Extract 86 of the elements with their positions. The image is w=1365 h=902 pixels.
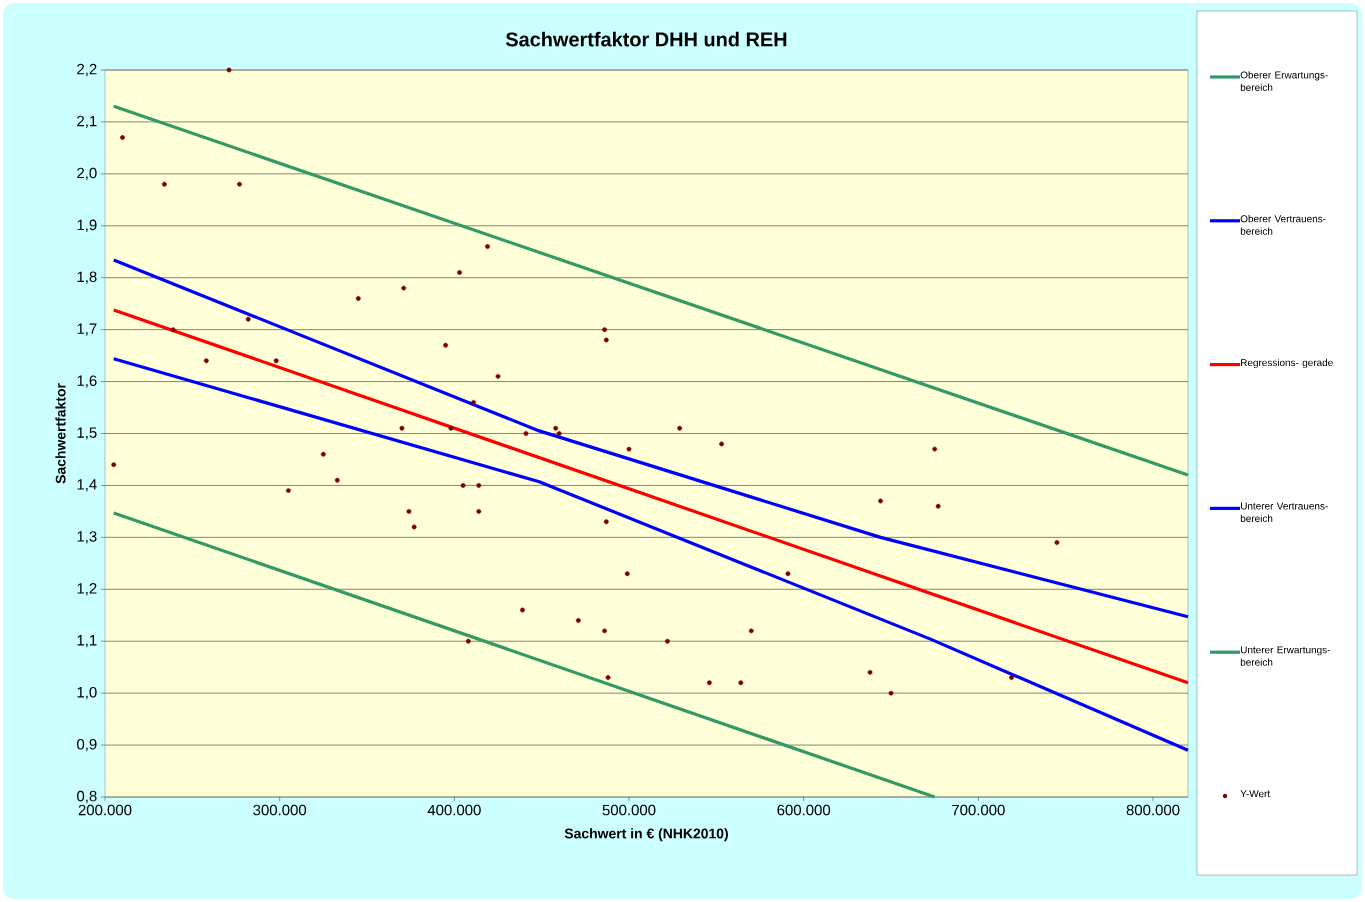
point	[245, 316, 251, 322]
y-tick-label: 1,5	[77, 427, 97, 440]
y-tick-label: 1,4	[77, 479, 97, 492]
legend-label: Unterer Vertrauens- bereich	[1240, 502, 1328, 522]
x-tick-label: 700.000	[952, 804, 1005, 816]
x-tick-label: 600.000	[777, 804, 831, 816]
point	[677, 425, 683, 431]
y-tick-label: 2,2	[77, 63, 97, 77]
y-tick-label: 0,9	[77, 738, 97, 752]
x-tick-label: 800.000	[1126, 804, 1180, 816]
point	[120, 135, 125, 140]
y-axis-title: Sachwertfaktor	[55, 383, 66, 484]
point	[226, 67, 232, 73]
point	[161, 181, 167, 187]
point	[237, 181, 242, 187]
point	[603, 337, 609, 343]
point	[320, 451, 326, 457]
x-axis-title: Sachwert in € (NHK2010)	[564, 828, 728, 842]
point	[878, 498, 883, 504]
point	[286, 488, 291, 494]
point	[1054, 540, 1060, 545]
legend-label: Oberer Vertrauens- bereich	[1240, 214, 1326, 235]
line-series	[112, 357, 1190, 752]
point	[495, 373, 501, 379]
point	[1009, 675, 1014, 680]
point	[485, 244, 490, 249]
point	[401, 285, 407, 291]
point	[605, 675, 611, 680]
point	[932, 446, 938, 452]
point	[602, 628, 607, 634]
chart-title: Sachwertfaktor DHH und REH	[505, 31, 787, 47]
point	[719, 441, 724, 447]
x-tick-label: 200.000	[78, 804, 132, 816]
point	[935, 503, 941, 509]
x-tick-label: 500.000	[602, 804, 656, 816]
point	[334, 477, 340, 483]
point	[738, 680, 744, 686]
point	[624, 571, 630, 577]
y-tick-label: 1,3	[77, 531, 97, 544]
point	[476, 483, 482, 488]
point	[111, 462, 117, 468]
point	[523, 431, 529, 436]
point	[411, 524, 417, 530]
point	[553, 425, 559, 431]
y-tick-label: 1,1	[77, 635, 97, 648]
point	[203, 358, 209, 364]
point	[457, 270, 462, 275]
point	[520, 607, 525, 613]
y-tick-label: 1,6	[77, 375, 97, 388]
y-tick-label: 1,9	[77, 219, 97, 232]
legend-label: Oberer Erwartungs- bereich	[1240, 71, 1328, 91]
point	[603, 519, 609, 525]
point	[399, 425, 405, 431]
y-tick-label: 2,1	[77, 115, 97, 129]
point	[448, 425, 454, 431]
point	[465, 638, 471, 644]
point	[355, 296, 361, 301]
y-tick-label: 1,8	[77, 271, 97, 284]
y-tick-label: 1,0	[77, 686, 97, 700]
line-series	[112, 258, 1190, 619]
y-tick-label: 1,2	[77, 583, 97, 596]
y-tick-label: 2,0	[77, 167, 97, 181]
point	[785, 571, 791, 577]
point	[706, 680, 712, 686]
point	[748, 628, 754, 634]
point	[867, 669, 873, 675]
legend-label: Regressions- gerade	[1241, 358, 1333, 369]
y-tick-label: 0,8	[77, 790, 97, 804]
point	[170, 327, 176, 333]
point	[460, 483, 466, 488]
point	[273, 358, 279, 364]
point	[471, 399, 476, 405]
legend-label: Y-Wert	[1240, 790, 1271, 798]
point	[443, 342, 449, 348]
x-tick-label: 400.000	[427, 804, 481, 816]
point	[626, 446, 632, 452]
point	[406, 508, 412, 514]
x-tick-label: 300.000	[253, 804, 307, 816]
point	[575, 618, 581, 623]
point	[556, 431, 562, 436]
legend-label: Unterer Erwartungs- bereich	[1240, 646, 1330, 666]
point	[602, 327, 607, 333]
y-tick-label: 1,7	[77, 323, 97, 336]
point	[665, 638, 670, 644]
point	[476, 508, 482, 514]
point	[888, 690, 894, 696]
